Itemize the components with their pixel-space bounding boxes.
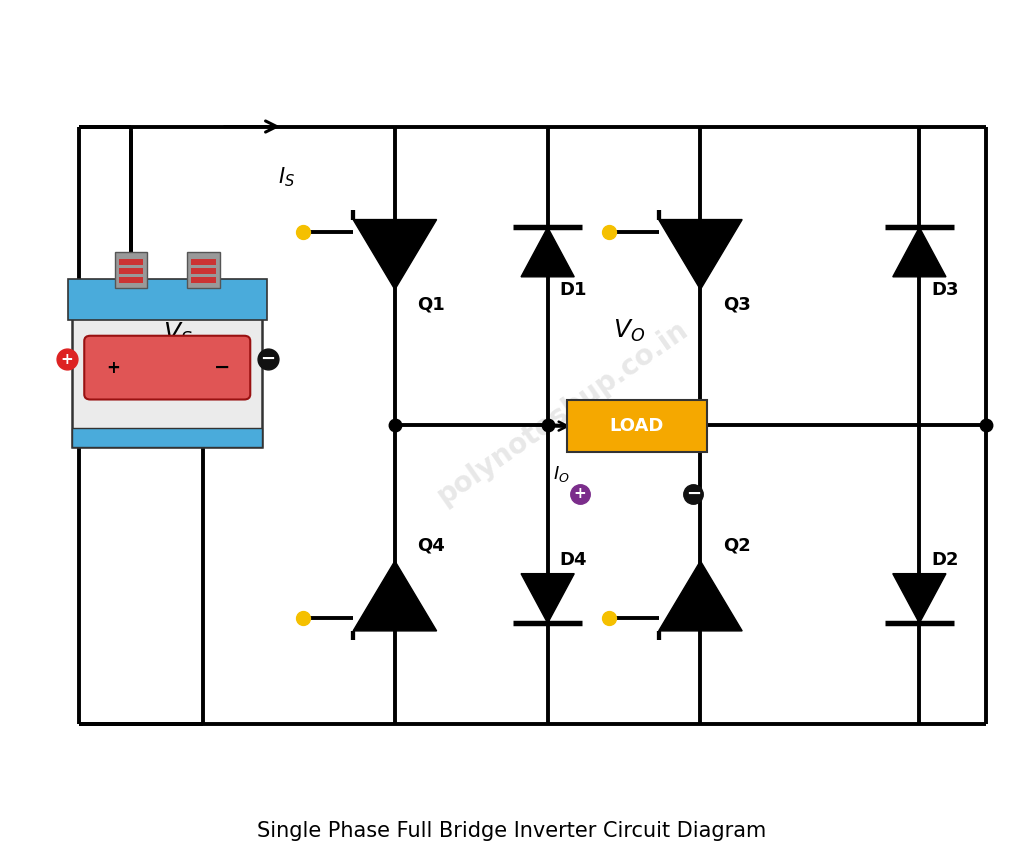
Text: D4: D4 bbox=[560, 551, 588, 570]
Bar bbox=[119, 259, 143, 265]
Text: Single Phase Full Bridge Inverter Circuit Diagram: Single Phase Full Bridge Inverter Circui… bbox=[257, 820, 767, 841]
Polygon shape bbox=[353, 220, 436, 289]
Bar bbox=[187, 252, 220, 288]
Polygon shape bbox=[521, 228, 574, 277]
Text: $V_O$: $V_O$ bbox=[613, 318, 645, 344]
Polygon shape bbox=[658, 220, 742, 289]
Text: D1: D1 bbox=[560, 281, 588, 299]
Bar bbox=[191, 259, 216, 265]
Text: −: − bbox=[686, 484, 700, 503]
FancyBboxPatch shape bbox=[567, 400, 707, 452]
Text: −: − bbox=[214, 358, 230, 377]
Text: $V_S$: $V_S$ bbox=[153, 356, 182, 383]
Text: +: + bbox=[573, 486, 587, 501]
Polygon shape bbox=[353, 561, 436, 631]
Text: +: + bbox=[105, 358, 120, 376]
Text: −: − bbox=[260, 350, 275, 369]
Text: $V_S$: $V_S$ bbox=[163, 320, 193, 347]
Bar bbox=[119, 277, 143, 283]
FancyBboxPatch shape bbox=[84, 336, 250, 399]
Bar bbox=[191, 268, 216, 274]
Text: LOAD: LOAD bbox=[609, 417, 664, 436]
Bar bbox=[115, 252, 147, 288]
Bar bbox=[72, 428, 262, 447]
Bar bbox=[68, 279, 266, 320]
Bar bbox=[191, 277, 216, 283]
Text: D2: D2 bbox=[932, 551, 959, 570]
Text: $I_O$: $I_O$ bbox=[553, 464, 569, 484]
Text: Q1: Q1 bbox=[418, 296, 445, 314]
Polygon shape bbox=[893, 574, 946, 623]
Polygon shape bbox=[893, 228, 946, 277]
Bar bbox=[119, 268, 143, 274]
Polygon shape bbox=[658, 561, 742, 631]
Text: D3: D3 bbox=[932, 281, 959, 299]
Bar bbox=[72, 306, 262, 447]
Text: +: + bbox=[60, 352, 74, 367]
Polygon shape bbox=[521, 574, 574, 623]
Text: Q2: Q2 bbox=[723, 537, 751, 555]
Text: $I_S$: $I_S$ bbox=[278, 165, 295, 188]
Text: Q4: Q4 bbox=[418, 537, 445, 555]
Text: Q3: Q3 bbox=[723, 296, 751, 314]
Text: polynotesbup.co.in: polynotesbup.co.in bbox=[432, 315, 694, 510]
